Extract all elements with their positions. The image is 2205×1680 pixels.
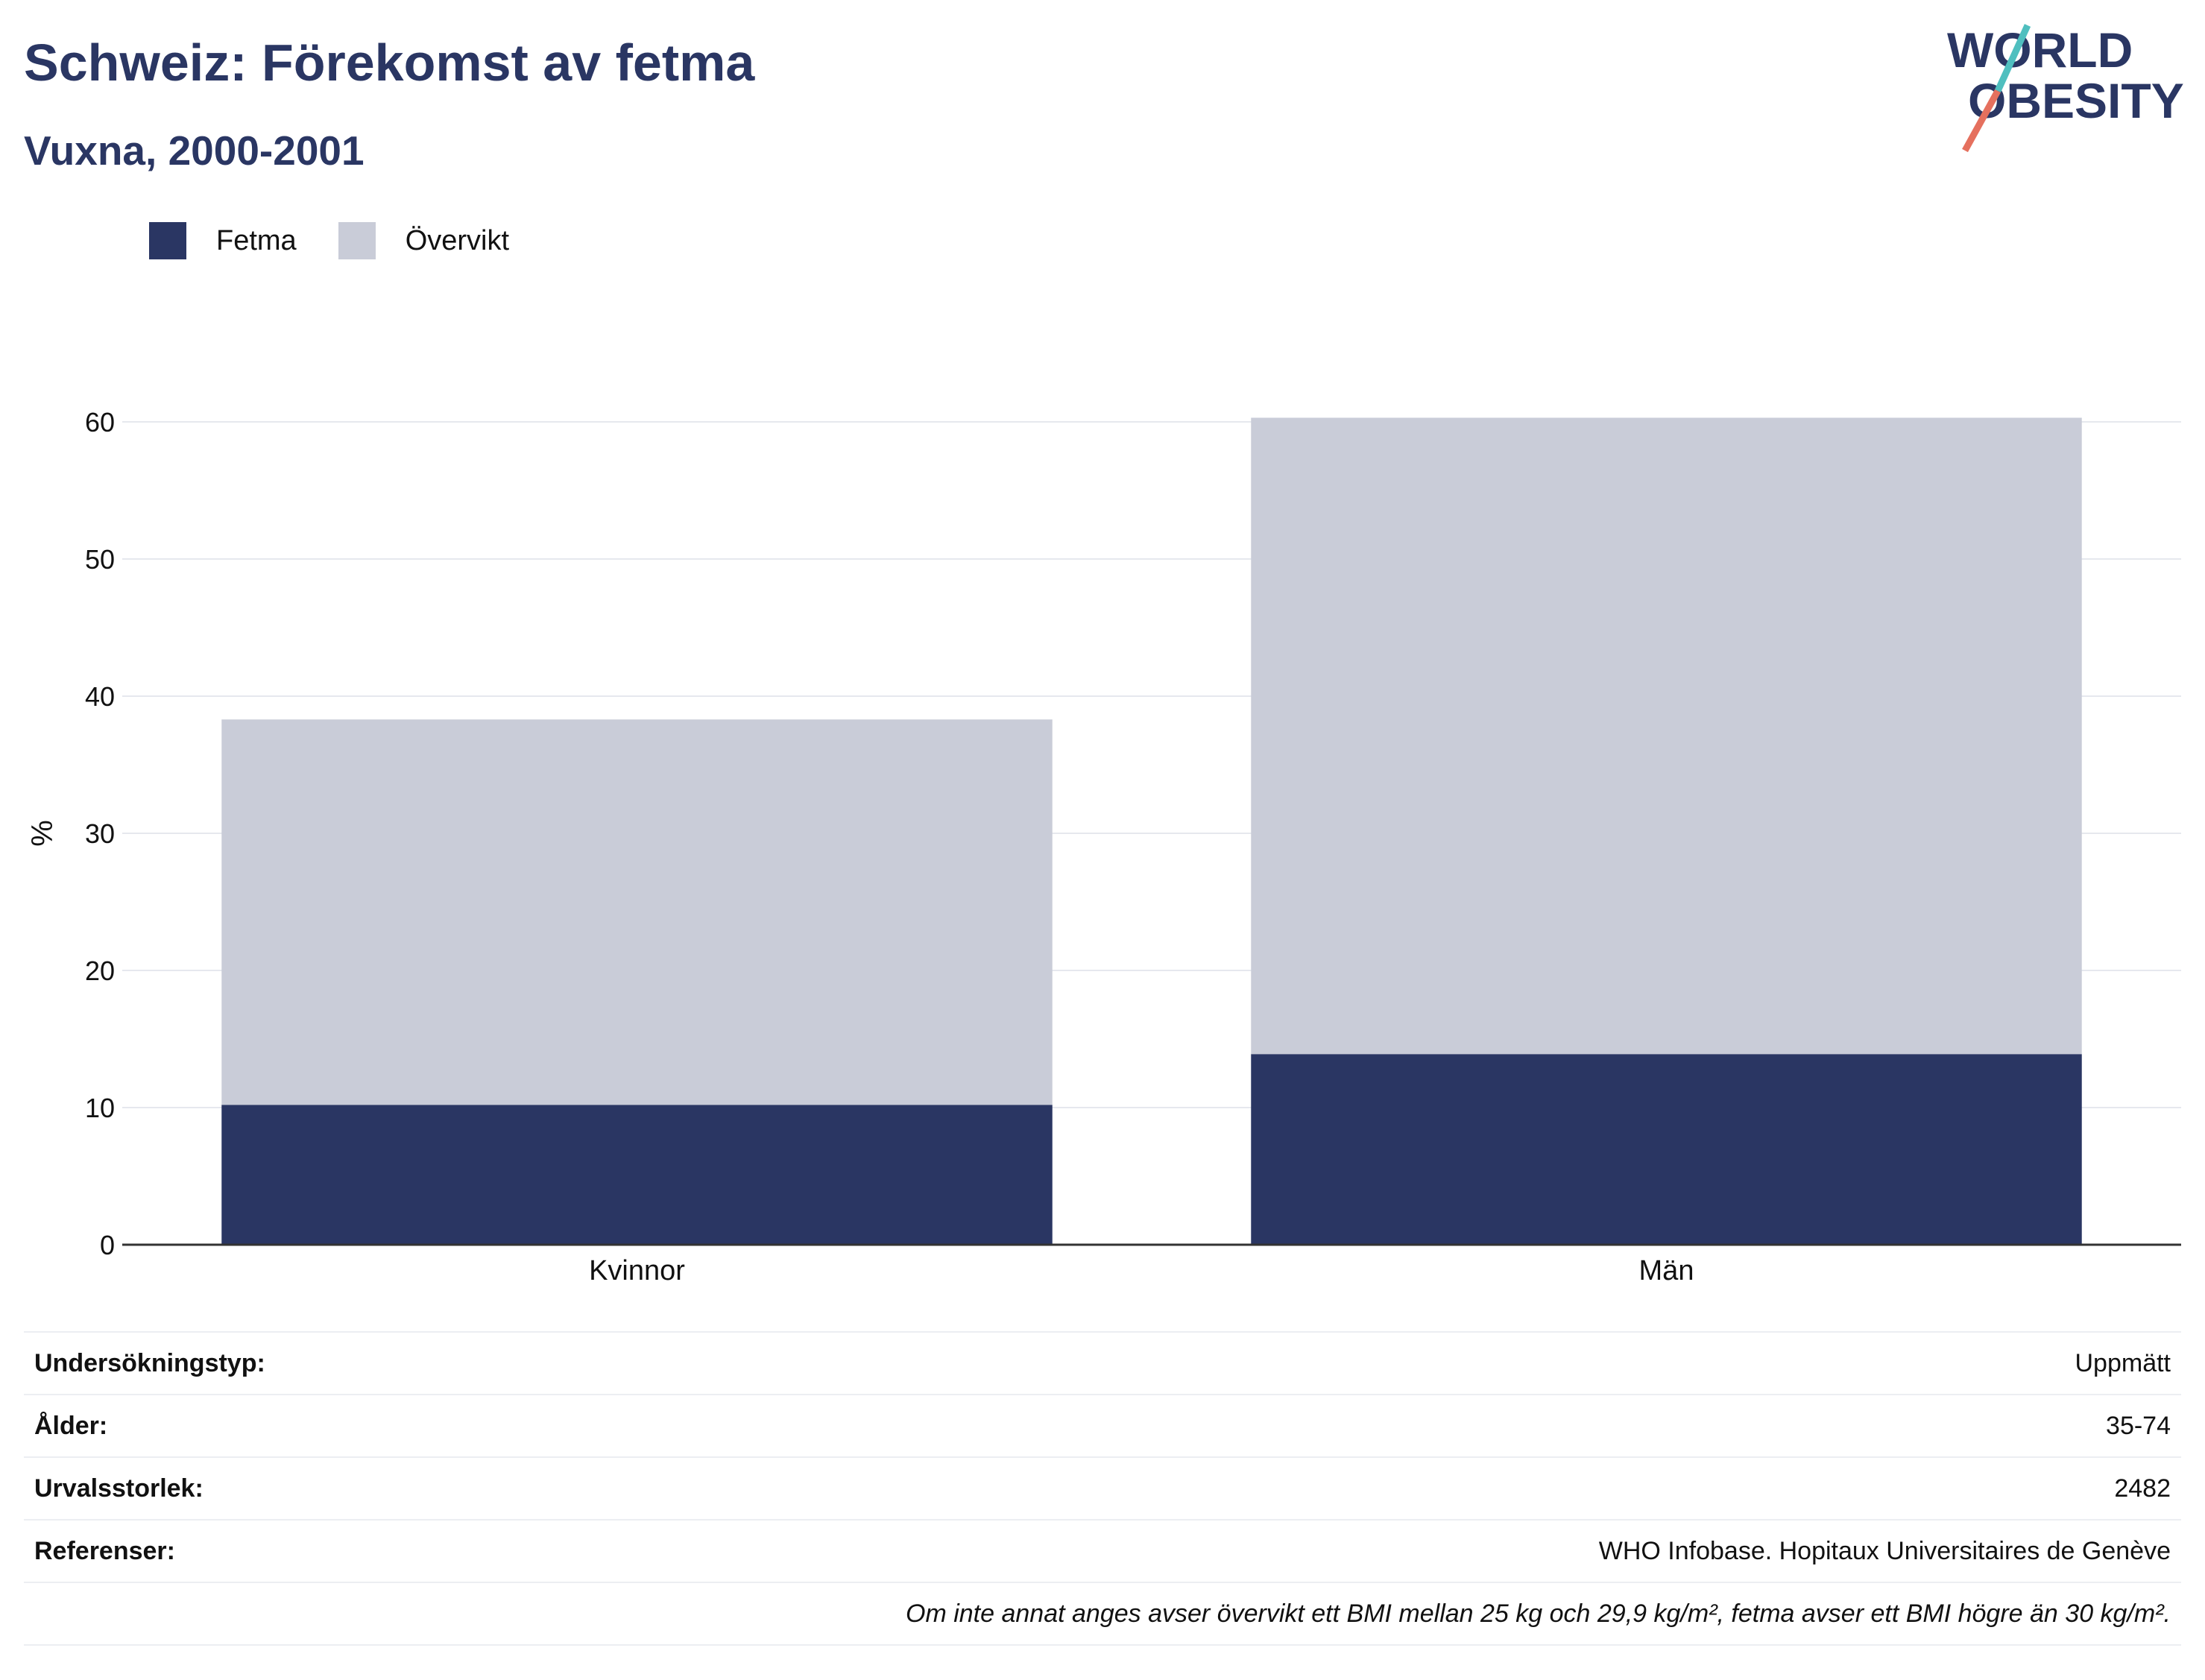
info-label: Undersökningstyp:: [34, 1348, 265, 1377]
x-tick-label: Män: [1639, 1255, 1694, 1286]
bar-overvikt-1: [1251, 417, 2082, 1055]
y-tick-label: 60: [85, 407, 115, 438]
y-tick-label: 10: [85, 1093, 115, 1123]
y-tick-label: 30: [85, 818, 115, 849]
info-row-survey-type: Undersökningstyp: Uppmätt: [24, 1333, 2181, 1395]
legend-item-fetma[interactable]: Fetma: [149, 222, 297, 259]
survey-info-table: Undersökningstyp: Uppmätt Ålder: 35-74 U…: [24, 1331, 2181, 1646]
info-value: WHO Infobase. Hopitaux Universitaires de…: [1598, 1536, 2171, 1565]
legend-swatch-overvikt: [338, 222, 376, 259]
legend-item-overvikt[interactable]: Övervikt: [338, 222, 509, 259]
info-row-age: Ålder: 35-74: [24, 1395, 2181, 1458]
bar-fetma-1: [1251, 1054, 2082, 1245]
bar-fetma-0: [221, 1105, 1053, 1245]
logo-slash-bottom-icon: [1962, 89, 2001, 153]
y-tick-label: 40: [85, 681, 115, 712]
info-value: Uppmätt: [2075, 1348, 2171, 1377]
world-obesity-logo: WORLD OBESITY: [1947, 22, 2184, 153]
info-value: 35-74: [2106, 1411, 2171, 1440]
info-row-note: Om inte annat anges avser övervikt ett B…: [24, 1583, 2181, 1646]
legend-label-fetma: Fetma: [216, 224, 297, 256]
chart-title: Schweiz: Förekomst av fetma: [24, 34, 755, 92]
y-tick-label: 20: [85, 956, 115, 986]
chart-subtitle: Vuxna, 2000-2001: [24, 127, 365, 174]
info-label: Urvalsstorlek:: [34, 1474, 204, 1503]
logo-slash-top-icon: [1994, 24, 2031, 92]
y-tick-label: 0: [100, 1230, 115, 1260]
info-row-sample-size: Urvalsstorlek: 2482: [24, 1458, 2181, 1520]
y-axis-label: %: [26, 820, 59, 847]
x-tick-label: Kvinnor: [589, 1255, 685, 1286]
info-label: Ålder:: [34, 1411, 108, 1440]
stacked-bar-chart: 0 10 20 30 40 50 60% Kvinnor Män: [26, 407, 2181, 1286]
info-value: 2482: [2114, 1474, 2171, 1503]
legend-swatch-fetma: [149, 222, 186, 259]
chart-legend: Fetma Övervikt: [149, 221, 551, 261]
legend-label-overvikt: Övervikt: [405, 224, 510, 256]
y-tick-label: 50: [85, 544, 115, 575]
info-label: Referenser:: [34, 1536, 175, 1565]
logo-line1: WORLD: [1947, 22, 2133, 78]
definition-note: Om inte annat anges avser övervikt ett B…: [906, 1599, 2171, 1628]
bar-overvikt-0: [221, 719, 1053, 1105]
info-row-references: Referenser: WHO Infobase. Hopitaux Unive…: [24, 1520, 2181, 1583]
